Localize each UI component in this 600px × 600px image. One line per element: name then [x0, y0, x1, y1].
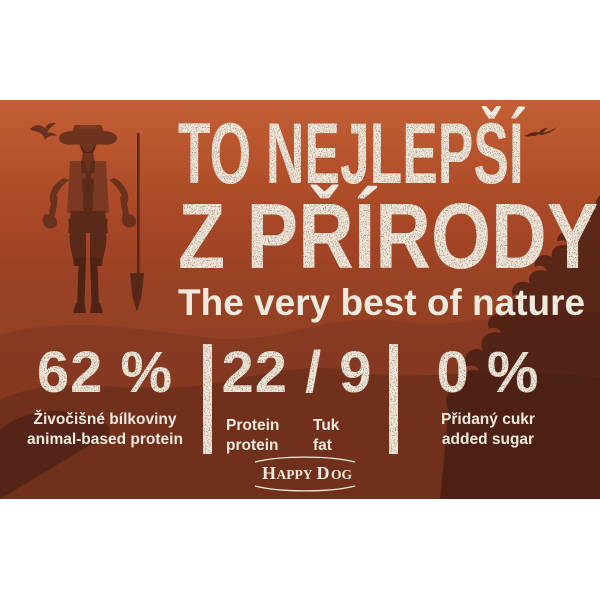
svg-text:APPY: APPY: [277, 467, 313, 482]
svg-text:H: H: [262, 463, 276, 483]
svg-text:OG: OG: [331, 467, 353, 482]
svg-text:D: D: [317, 463, 330, 483]
